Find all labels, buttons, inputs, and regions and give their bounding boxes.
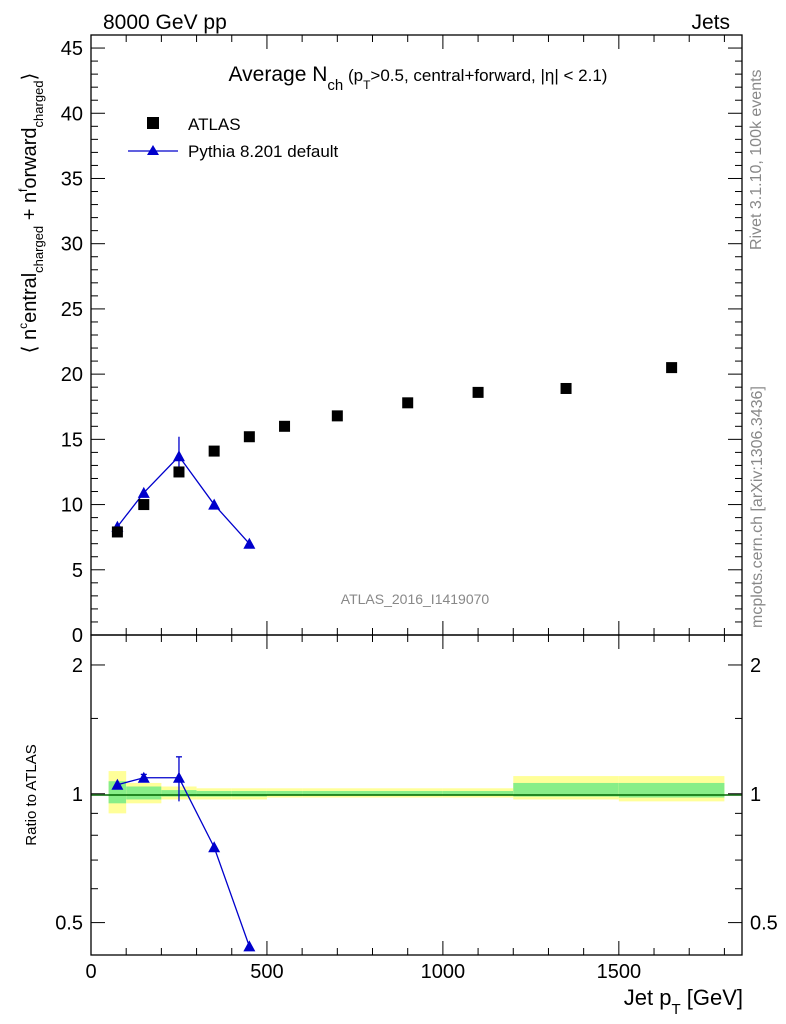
ratio-uncertainty-band-inner	[126, 786, 162, 800]
ratio-pythia-point	[137, 771, 150, 783]
ratio-pythia-point	[208, 841, 221, 853]
atlas-point	[173, 466, 185, 478]
main-y-tick-label: 45	[61, 38, 83, 60]
ratio-uncertainty-band-inner	[442, 791, 514, 796]
main-axis-ticks: 0 5 10 15 20 25 30 35 40 45	[61, 35, 742, 647]
main-y-tick-label: 5	[72, 560, 83, 582]
ratio-uncertainty-band-inner	[231, 791, 267, 797]
x-tick-label: 1000	[421, 961, 466, 983]
atlas-point	[402, 397, 414, 409]
ratio-axis-ticks: 0.5 0.5 1 1 2 2 0 500 1000 1500	[55, 635, 778, 983]
ratio-y-tick-label-left: 2	[72, 655, 83, 677]
ratio-y-tick-label-left: 1	[72, 784, 83, 806]
pythia-point	[137, 486, 150, 498]
pythia-point	[172, 450, 185, 462]
ratio-y-tick-label-right: 1	[750, 784, 761, 806]
main-y-tick-label: 0	[72, 625, 83, 647]
legend-atlas-label: ATLAS	[188, 115, 241, 134]
pythia-point	[243, 537, 256, 549]
ratio-uncertainty-band-inner	[266, 791, 303, 796]
ratio-plot-frame	[90, 634, 743, 956]
ratio-uncertainty-band-inner	[196, 791, 232, 797]
main-plot-panel: 0 5 10 15 20 25 30 35 40 45 Average Nch (pT>0.5, …	[16, 34, 743, 647]
ratio-uncertainty-band-inner	[302, 791, 373, 796]
main-y-tick-label: 30	[61, 234, 83, 256]
atlas-point	[472, 386, 484, 398]
rivet-label: Rivet 3.1.10, 100k events	[748, 69, 765, 250]
ratio-y-tick-label-left: 0.5	[55, 913, 83, 935]
atlas-point	[560, 382, 572, 394]
ratio-uncertainty-band-inner	[618, 782, 725, 798]
header-right: Jets	[691, 11, 730, 34]
atlas-point	[331, 410, 343, 422]
ratio-pythia-point	[111, 778, 124, 790]
main-y-tick-label: 15	[61, 429, 83, 451]
legend-atlas-marker	[147, 117, 159, 129]
x-axis-label: Jet pT [GeV]	[624, 985, 743, 1018]
x-tick-label: 1500	[597, 961, 642, 983]
ratio-plot-panel: 0.5 0.5 1 1 2 2 0 500 1000 1500 Ratio to ATLAS Je…	[23, 634, 778, 1018]
atlas-point	[279, 420, 291, 432]
atlas-point	[208, 445, 220, 457]
legend-pythia-label: Pythia 8.201 default	[188, 142, 339, 161]
ratio-pythia-point	[172, 771, 185, 783]
legend-pythia-marker	[147, 145, 159, 155]
ratio-y-tick-label-right: 2	[750, 655, 761, 677]
ratio-pythia-point	[243, 940, 256, 952]
ratio-uncertainty-band-inner	[372, 791, 443, 796]
atlas-point	[666, 362, 678, 374]
ratio-uncertainty-band-inner	[513, 782, 619, 797]
ratio-y-axis-label: Ratio to ATLAS	[23, 744, 40, 845]
main-y-tick-label: 35	[61, 168, 83, 190]
main-y-tick-label: 40	[61, 103, 83, 125]
ratio-uncertainty-band-inner	[108, 781, 127, 804]
atlas-point	[111, 526, 123, 538]
header-left: 8000 GeV pp	[103, 11, 227, 34]
x-tick-label: 0	[85, 961, 96, 983]
analysis-label: ATLAS_2016_I1419070	[341, 591, 490, 607]
atlas-point	[243, 431, 255, 443]
main-y-tick-label: 20	[61, 364, 83, 386]
legend: ATLAS Pythia 8.201 default	[128, 115, 339, 161]
main-y-axis-label: ⟨ ncentralcharged + nforwardcharged⟩	[16, 73, 46, 354]
main-y-tick-label: 25	[61, 299, 83, 321]
atlas-point	[138, 499, 150, 511]
pythia-point	[208, 498, 221, 510]
main-y-tick-label: 10	[61, 495, 83, 517]
x-tick-label: 500	[250, 961, 283, 983]
main-title: Average Nch (pT>0.5, central+forward, |η…	[229, 63, 608, 94]
mcplots-label: mcplots.cern.ch [arXiv:1306.3436]	[749, 386, 766, 628]
ratio-y-tick-label-right: 0.5	[750, 913, 778, 935]
